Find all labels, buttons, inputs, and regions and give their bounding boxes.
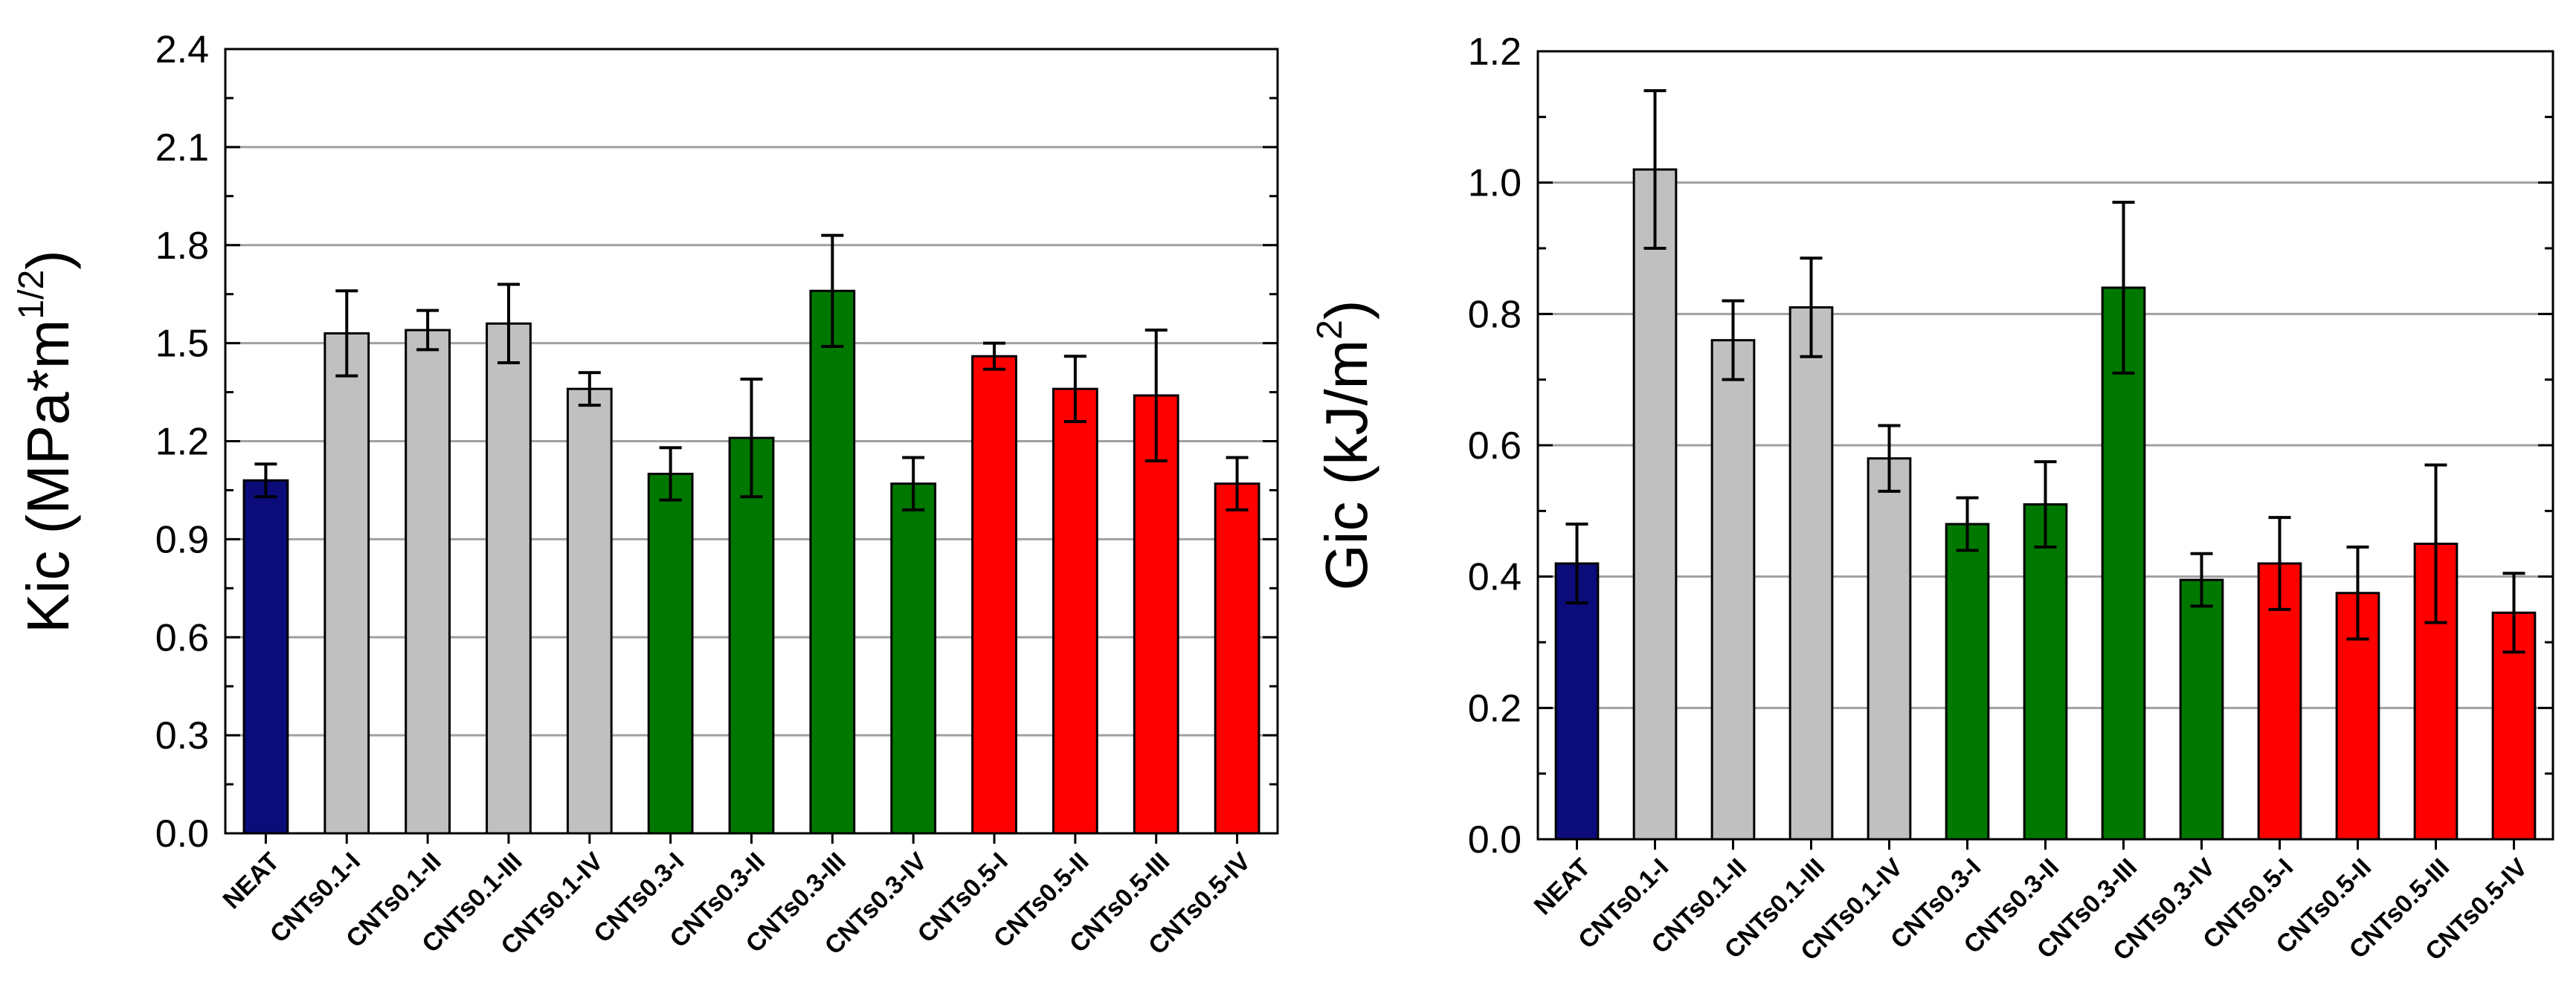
y-tick-label: 2.4 <box>155 28 209 71</box>
kic-chart: 0.00.30.60.91.21.51.82.12.4NEATCNTs0.1-I… <box>12 28 1279 960</box>
bar <box>1867 457 1912 841</box>
y-axis-title: Gic (kJ/m2) <box>1310 300 1379 590</box>
y-tick-label: 1.2 <box>1468 30 1522 74</box>
bar <box>405 329 451 835</box>
plot-frame <box>224 48 1279 835</box>
bar <box>1788 306 1834 841</box>
y-axis-title-sup: 2 <box>1310 320 1350 340</box>
bar <box>486 322 532 835</box>
bar <box>1632 168 1678 841</box>
bar <box>1214 482 1260 835</box>
y-axis-title-main: Gic (kJ/m <box>1313 340 1379 591</box>
y-tick-label: 0.6 <box>1468 424 1522 468</box>
y-tick-label: 0.9 <box>155 518 209 561</box>
x-tick-label: NEAT <box>218 847 286 915</box>
gic-chart: 0.00.20.40.60.81.01.2NEATCNTs0.1-ICNTs0.… <box>1310 30 2554 966</box>
bar <box>1554 562 1600 841</box>
y-axis-title-sup: 1/2 <box>12 270 51 320</box>
bar <box>809 289 856 835</box>
y-tick-label: 1.0 <box>1468 162 1522 205</box>
bar <box>1710 339 1756 841</box>
plot-frame <box>1536 50 2554 841</box>
y-axis-title: Kic (MPa*m1/2) <box>12 250 81 633</box>
y-axis-title-close: ) <box>15 250 81 270</box>
bar <box>890 482 937 835</box>
y-tick-label: 0.0 <box>155 812 209 856</box>
y-tick-label: 2.1 <box>155 126 209 169</box>
y-tick-label: 0.2 <box>1468 687 1522 730</box>
bar <box>1945 523 1990 841</box>
bar <box>1052 387 1098 835</box>
y-tick-label: 1.2 <box>155 421 209 464</box>
bar <box>971 355 1017 835</box>
bar <box>323 332 370 835</box>
bar <box>647 472 694 835</box>
bar <box>2101 286 2146 841</box>
y-tick-label: 0.3 <box>155 714 209 757</box>
bar <box>2179 578 2224 841</box>
y-axis-title-close: ) <box>1313 300 1379 320</box>
y-tick-label: 0.0 <box>1468 818 1522 862</box>
bar <box>242 479 289 835</box>
y-tick-label: 0.8 <box>1468 293 1522 336</box>
y-tick-label: 0.6 <box>155 616 209 659</box>
y-tick-label: 0.4 <box>1468 556 1522 599</box>
bar <box>2023 503 2068 841</box>
y-tick-label: 1.5 <box>155 323 209 366</box>
y-axis-title-main: Kic (MPa*m <box>15 320 81 633</box>
y-tick-label: 1.8 <box>155 224 209 268</box>
bar <box>566 387 613 835</box>
x-tick-label: NEAT <box>1529 853 1597 921</box>
